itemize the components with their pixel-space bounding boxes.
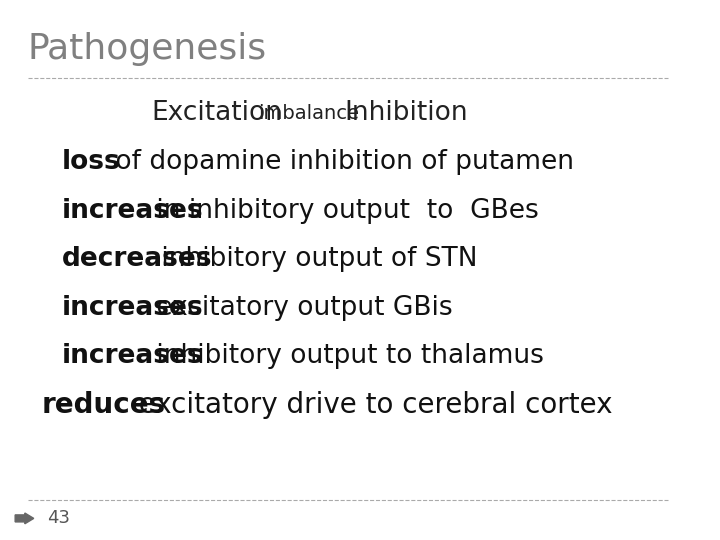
Text: in inhibitory output  to  GBes: in inhibitory output to GBes bbox=[148, 198, 539, 224]
FancyArrow shape bbox=[15, 513, 34, 524]
Text: excitatory output GBis: excitatory output GBis bbox=[148, 295, 453, 321]
Text: decreases: decreases bbox=[62, 246, 212, 272]
Text: Inhibition: Inhibition bbox=[344, 100, 468, 126]
Text: loss: loss bbox=[62, 149, 121, 175]
Text: of dopamine inhibition of putamen: of dopamine inhibition of putamen bbox=[107, 149, 574, 175]
Text: reduces: reduces bbox=[41, 391, 166, 419]
Text: increases: increases bbox=[62, 343, 204, 369]
Text: 43: 43 bbox=[47, 509, 70, 528]
Text: inhibitory output to thalamus: inhibitory output to thalamus bbox=[148, 343, 544, 369]
Text: excitatory drive to cerebral cortex: excitatory drive to cerebral cortex bbox=[120, 391, 612, 419]
Text: imbalance: imbalance bbox=[258, 104, 359, 123]
Text: Excitation: Excitation bbox=[151, 100, 282, 126]
Text: increases: increases bbox=[62, 198, 204, 224]
Text: inhibitory output of STN: inhibitory output of STN bbox=[153, 246, 477, 272]
Text: increases: increases bbox=[62, 295, 204, 321]
Text: Pathogenesis: Pathogenesis bbox=[27, 32, 266, 65]
